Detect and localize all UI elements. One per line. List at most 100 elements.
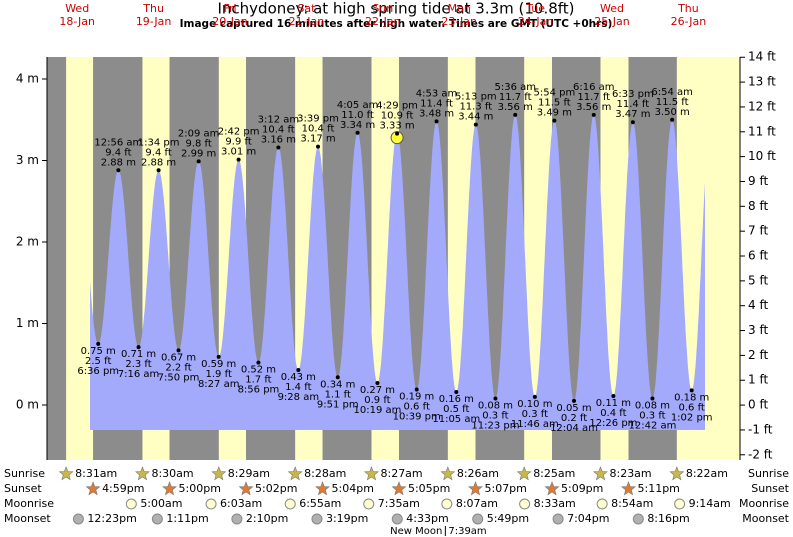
tide-label: 12:26 pm [589, 418, 637, 429]
y2-tick-label: 10 ft [748, 149, 776, 163]
day-name: Tue [525, 2, 545, 15]
y-tick-label: 3 m [16, 153, 39, 167]
tide-label: 5:36 am [494, 82, 536, 93]
tide-label: 0.6 ft [679, 402, 705, 413]
tide-label: 3.34 m [340, 120, 375, 131]
moonrise-icon [125, 498, 137, 510]
low-tide-point [96, 341, 101, 346]
sun-icon [58, 466, 74, 481]
sun-icon [620, 481, 637, 496]
moonrise-icon [363, 498, 375, 510]
moonrise-time: 5:00am [140, 497, 182, 510]
tide-label: 0.52 m [241, 365, 276, 376]
day-date: 22-Jan [365, 15, 401, 28]
low-tide-point [611, 394, 616, 399]
sun-icon [85, 481, 101, 496]
tide-label: 0.05 m [556, 403, 591, 414]
moonset-time: 1:11pm [166, 512, 208, 525]
day-name: Wed [65, 2, 89, 15]
tide-label: 0.16 m [439, 394, 474, 405]
tide-label: 5:54 pm [534, 88, 576, 99]
sun-icon [391, 481, 407, 496]
tide-label: 0.5 ft [443, 404, 469, 415]
tide-label: 9.9 ft [225, 137, 251, 148]
moonset-icon [391, 513, 403, 525]
moon-phase: New Moon [390, 526, 442, 537]
y2-tick-label: 11 ft [748, 124, 776, 138]
tide-label: 0.3 ft [522, 409, 548, 420]
moonset-icon [632, 513, 644, 525]
low-tide-point [493, 396, 498, 401]
tide-label: 0.71 m [121, 349, 156, 360]
tide-label: 3.56 m [498, 102, 533, 113]
tide-label: 10:39 pm [393, 412, 441, 423]
row-label: Sunset [4, 482, 42, 495]
moonset-icon [72, 513, 84, 525]
tide-label: 7:16 am [118, 369, 160, 380]
tide-label: 11.0 ft [341, 110, 374, 121]
y2-tick-label: 5 ft [748, 273, 768, 287]
high-tide-point [513, 112, 518, 117]
row-label: Moonset [742, 512, 789, 525]
tide-label: 6:36 pm [77, 366, 119, 377]
sunrise-time: 8:31am [75, 467, 117, 480]
day-name: Sun [372, 2, 393, 15]
moonrise-icon [441, 498, 453, 510]
tide-label: 3.44 m [458, 112, 493, 123]
tide-label: 2.3 ft [125, 359, 151, 370]
tide-label: 0.43 m [281, 372, 316, 383]
moonrise-time: 8:33am [534, 497, 576, 510]
sunrise-time: 8:22am [686, 467, 728, 480]
tide-label: 0.67 m [161, 352, 196, 363]
tide-label: 0.27 m [360, 385, 395, 396]
high-tide-point [355, 130, 360, 135]
sunset-time: 5:11pm [638, 482, 680, 495]
tide-label: 10.4 ft [302, 124, 335, 135]
low-tide-point [689, 388, 694, 393]
tide-label: 12:04 am [550, 423, 598, 434]
moonrise-icon [674, 498, 686, 510]
tide-label: 3.48 m [419, 108, 454, 119]
tide-label: 0.11 m [596, 398, 631, 409]
high-tide-point [156, 168, 161, 173]
tide-label: 0.34 m [320, 379, 355, 390]
sunset-time: 5:02pm [255, 482, 297, 495]
sun-icon [211, 466, 227, 481]
day-name: Mon [448, 2, 471, 15]
tide-label: 0.10 m [517, 399, 552, 410]
tide-label: 3.49 m [537, 108, 572, 119]
high-tide-point [670, 117, 675, 122]
day-name: Fri [223, 2, 236, 15]
row-label: Sunrise [748, 467, 789, 480]
sunrise-time: 8:26am [457, 467, 499, 480]
moonrise-time: 9:14am [689, 497, 731, 510]
tide-label: 0.3 ft [482, 410, 508, 421]
y2-tick-label: 14 ft [748, 50, 776, 64]
tide-label: 3.33 m [379, 121, 414, 132]
high-tide-point [552, 118, 557, 123]
high-tide-point [473, 122, 478, 127]
y2-tick-label: 8 ft [748, 199, 768, 213]
tide-label: 3.56 m [576, 102, 611, 113]
high-tide-point [236, 157, 241, 162]
day-date: 24-Jan [518, 15, 554, 28]
sun-icon [516, 466, 532, 481]
day-date: 18-Jan [59, 15, 95, 28]
sunset-time: 5:09pm [561, 482, 603, 495]
tide-label: 0.75 m [81, 346, 116, 357]
day-date: 23-Jan [441, 15, 477, 28]
tide-label: 2.88 m [101, 157, 136, 168]
tide-label: 1:02 pm [671, 412, 713, 423]
tide-label: 1.4 ft [285, 382, 311, 393]
y2-tick-label: 2 ft [748, 348, 768, 362]
tide-label: 12:42 am [628, 420, 676, 431]
low-tide-point [572, 398, 577, 403]
low-tide-point [375, 380, 380, 385]
moonrise-icon [519, 498, 531, 510]
sunrise-time: 8:23am [609, 467, 651, 480]
day-date: 19-Jan [136, 15, 172, 28]
moonset-icon [472, 513, 484, 525]
tide-label: 7:50 pm [158, 372, 200, 383]
tide-label: 11.4 ft [616, 99, 649, 110]
